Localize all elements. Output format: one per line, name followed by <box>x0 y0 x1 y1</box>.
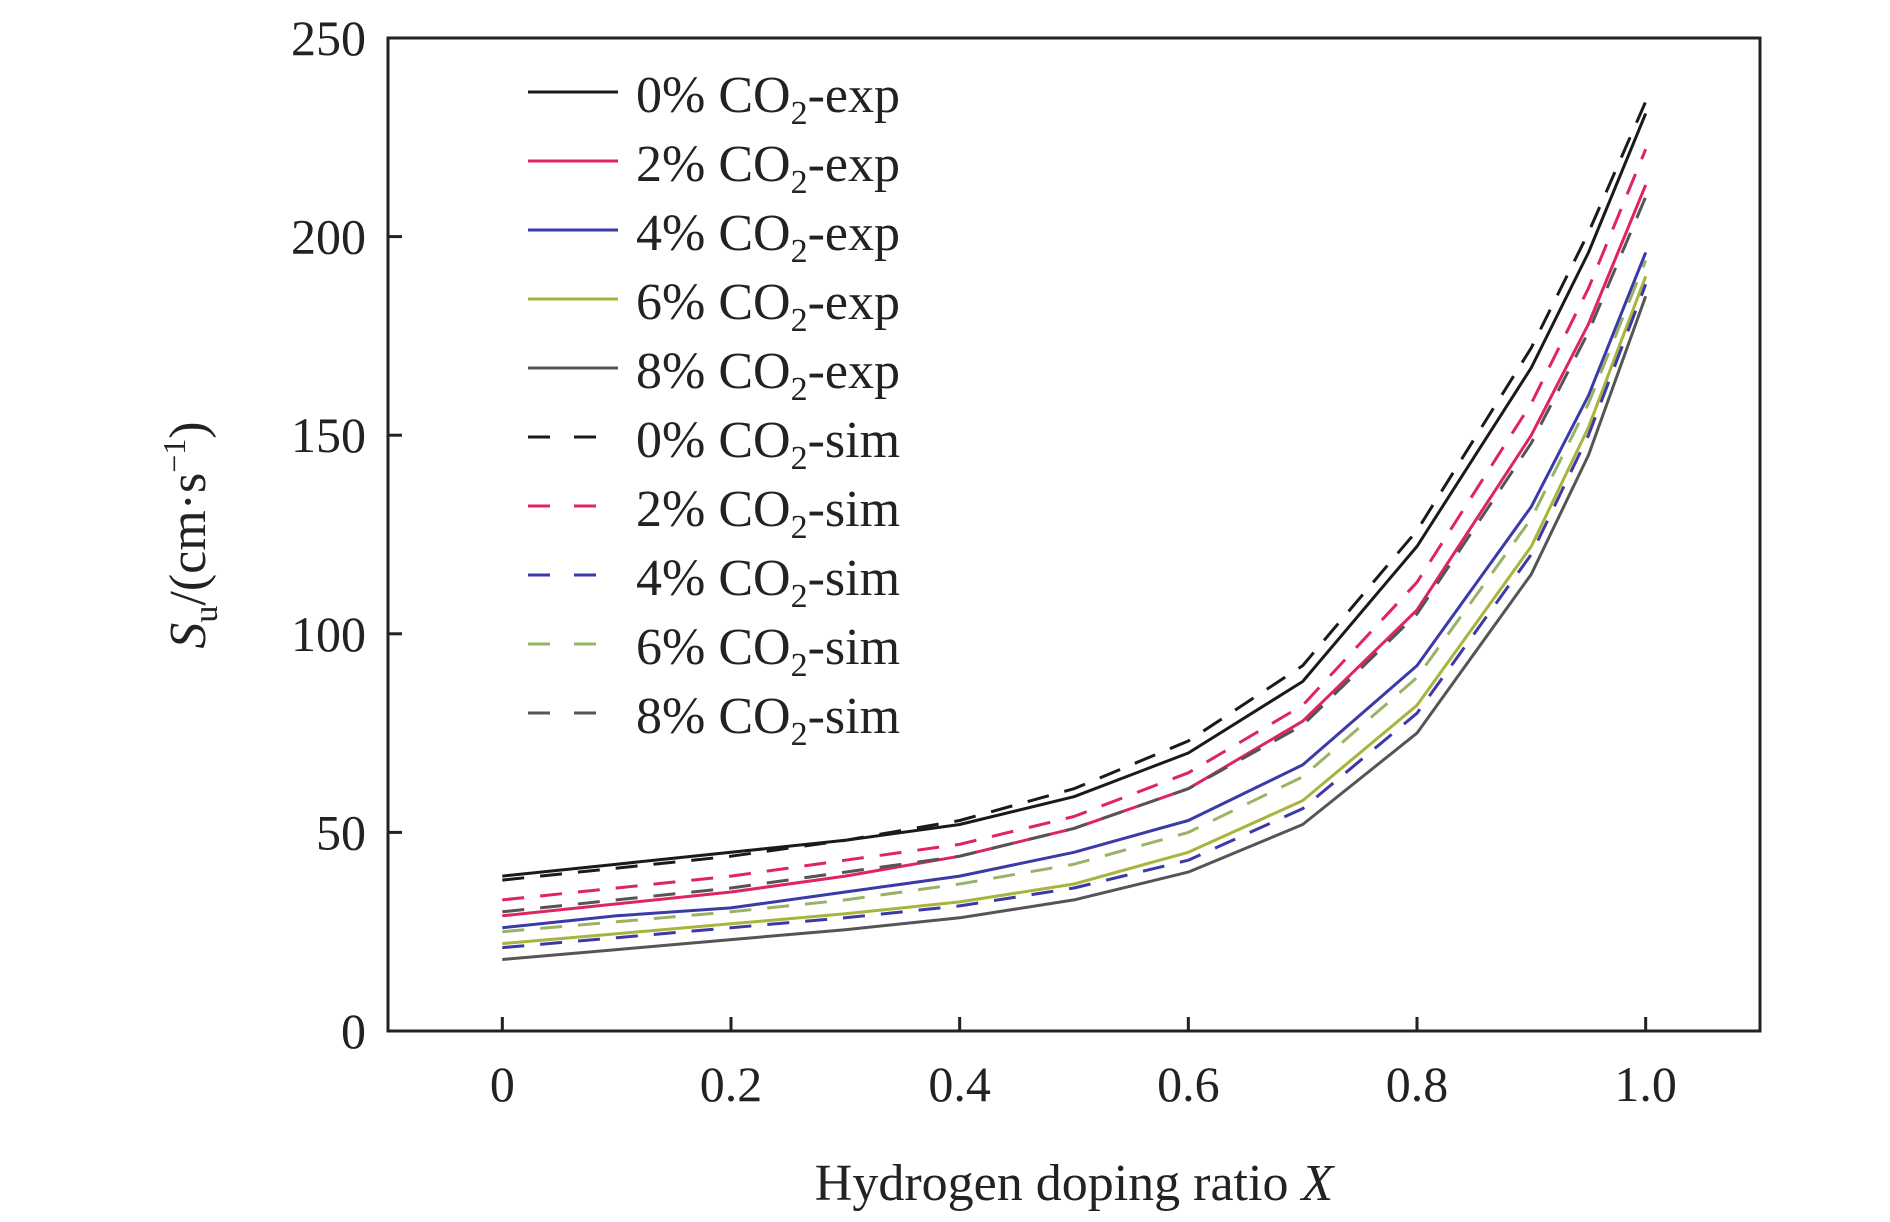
series-line-0-co2-exp <box>502 112 1648 878</box>
legend-entry-label: 6% CO2-exp <box>636 274 900 339</box>
series-line-4-co2-exp <box>502 251 1648 930</box>
legend-entry-label: 8% CO2-exp <box>636 343 900 408</box>
y-tick-label: 250 <box>291 10 366 66</box>
legend-entry-label: 8% CO2-sim <box>636 688 900 753</box>
x-tick-label: 0.2 <box>700 1056 763 1112</box>
x-tick-label: 0.6 <box>1157 1056 1220 1112</box>
x-tick-label: 0.4 <box>928 1056 991 1112</box>
legend-entry-label: 2% CO2-exp <box>636 136 900 201</box>
y-tick-label: 150 <box>291 407 366 463</box>
series-line-8-co2-exp <box>502 295 1648 961</box>
x-axis: 0 0.2 0.4 0.6 0.8 1.0 <box>490 1017 1677 1112</box>
legend-entry-label: 0% CO2-exp <box>636 67 900 132</box>
x-tick-label: 0.8 <box>1386 1056 1449 1112</box>
legend-entry-label: 4% CO2-sim <box>636 550 900 615</box>
x-tick-label: 1.0 <box>1614 1056 1677 1112</box>
y-axis: 0 50 100 150 200 250 <box>291 10 402 1059</box>
series-layer <box>502 100 1648 961</box>
series-line-4-co2-sim <box>502 283 1648 950</box>
legend-entry-label: 0% CO2-sim <box>636 412 900 477</box>
y-axis-label: Su/(cm·s−1) <box>156 421 225 648</box>
plot-frame <box>386 36 1762 1033</box>
x-tick-label: 0 <box>490 1056 515 1112</box>
legend-entry-label: 6% CO2-sim <box>636 619 900 684</box>
y-tick-label: 100 <box>291 606 366 662</box>
y-tick-label: 50 <box>316 804 366 860</box>
series-line-2-co2-sim <box>502 148 1648 902</box>
legend-entry-label: 4% CO2-exp <box>636 205 900 270</box>
series-line-6-co2-exp <box>502 275 1648 946</box>
x-axis-label: Hydrogen doping ratio X <box>815 1155 1336 1212</box>
series-line-6-co2-sim <box>502 259 1648 934</box>
series-line-2-co2-exp <box>502 184 1648 918</box>
legend-entry-label: 2% CO2-sim <box>636 481 900 546</box>
series-line-8-co2-sim <box>502 196 1648 914</box>
y-tick-label: 0 <box>341 1003 366 1059</box>
series-line-0-co2-sim <box>502 100 1648 882</box>
y-tick-label: 200 <box>291 209 366 265</box>
